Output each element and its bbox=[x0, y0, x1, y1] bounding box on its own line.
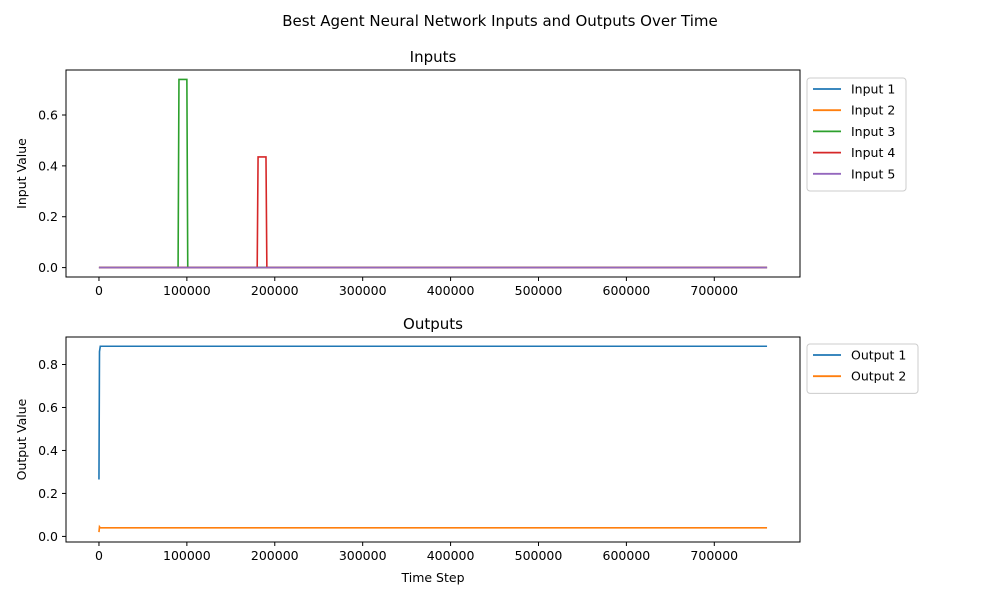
chart-panel-inputs: Inputs 0 100000 200000 300000 400000 500000 600… bbox=[14, 48, 907, 298]
x-tick-label: 300000 bbox=[339, 283, 387, 298]
series-line-input-4 bbox=[98, 156, 768, 269]
y-tick-label: 0.6 bbox=[38, 108, 58, 123]
x-tick-label: 500000 bbox=[515, 548, 563, 563]
series-line-output-1 bbox=[98, 345, 768, 480]
x-tick-label: 300000 bbox=[339, 548, 387, 563]
y-tick-label: 0.0 bbox=[38, 260, 58, 275]
x-tick-label: 700000 bbox=[690, 548, 738, 563]
x-tick-label: 400000 bbox=[427, 283, 475, 298]
chart-panel-outputs: Outputs 0 100000 200000 300000 400000 500000 60… bbox=[14, 315, 919, 585]
plot-area bbox=[98, 345, 768, 533]
series-line-input-3 bbox=[98, 78, 768, 269]
x-tick-label: 600000 bbox=[603, 283, 651, 298]
legend-label-input-5: Input 5 bbox=[851, 166, 895, 181]
x-tick-label: 0 bbox=[95, 548, 103, 563]
axes-frame bbox=[65, 69, 801, 278]
x-tick-label: 0 bbox=[95, 283, 103, 298]
y-tick-label: 0.4 bbox=[38, 443, 58, 458]
legend-label-input-2: Input 2 bbox=[851, 103, 895, 118]
x-tick-label: 200000 bbox=[251, 548, 299, 563]
legend-box bbox=[806, 77, 907, 192]
y-tick-label: 0.2 bbox=[38, 209, 58, 224]
x-tick-label: 600000 bbox=[603, 548, 651, 563]
y-tick-label: 0.0 bbox=[38, 529, 58, 544]
x-tick-label: 700000 bbox=[690, 283, 738, 298]
x-tick-label: 500000 bbox=[515, 283, 563, 298]
y-axis-label: Output Value bbox=[14, 398, 29, 480]
y-axis-label: Input Value bbox=[14, 138, 29, 209]
axes-title: Inputs bbox=[410, 48, 457, 66]
figure-title: Best Agent Neural Network Inputs and Out… bbox=[282, 12, 717, 30]
legend: Input 1 Input 2 Input 3 Input 4 Input 5 bbox=[806, 77, 907, 192]
axes-title: Outputs bbox=[403, 315, 463, 333]
y-tick-label: 0.8 bbox=[38, 357, 58, 372]
y-tick-label: 0.2 bbox=[38, 486, 58, 501]
x-tick-label: 200000 bbox=[251, 283, 299, 298]
legend-label-output-1: Output 1 bbox=[851, 348, 906, 363]
legend: Output 1 Output 2 bbox=[806, 343, 919, 394]
legend-label-input-1: Input 1 bbox=[851, 82, 895, 97]
x-tick-label: 400000 bbox=[427, 548, 475, 563]
legend-label-input-3: Input 3 bbox=[851, 124, 895, 139]
series-line-output-2 bbox=[98, 524, 768, 533]
x-tick-label: 100000 bbox=[163, 283, 211, 298]
x-tick-label: 100000 bbox=[163, 548, 211, 563]
plot-area bbox=[98, 78, 768, 269]
axes-frame bbox=[65, 336, 801, 543]
y-tick-label: 0.6 bbox=[38, 400, 58, 415]
legend-label-input-4: Input 4 bbox=[851, 145, 895, 160]
legend-box bbox=[806, 343, 919, 394]
x-axis-label: Time Step bbox=[400, 570, 464, 585]
y-tick-label: 0.4 bbox=[38, 158, 58, 173]
legend-label-output-2: Output 2 bbox=[851, 369, 906, 384]
